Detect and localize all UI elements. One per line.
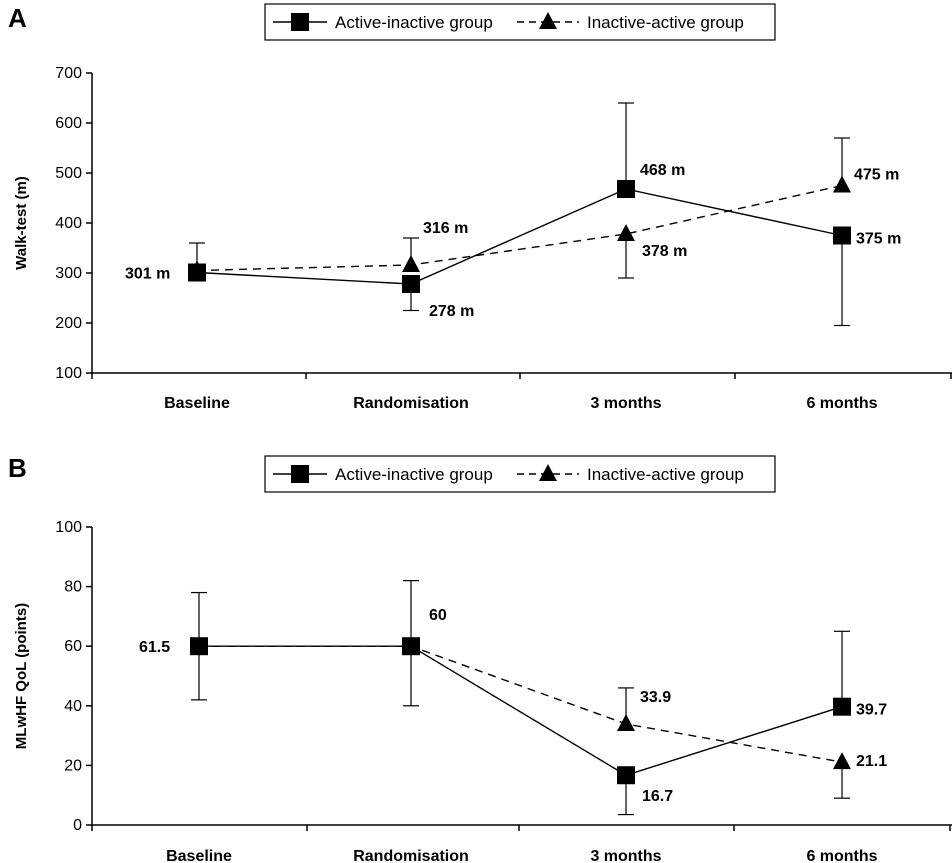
series-line-solid xyxy=(199,645,843,776)
x-tick-label: Baseline xyxy=(164,395,230,412)
y-tick-label: 700 xyxy=(55,65,82,82)
data-point-triangle xyxy=(617,713,635,731)
panel-b: B Active-inactive group Inactive-active gr… xyxy=(8,453,952,863)
data-point-triangle xyxy=(190,636,208,654)
legend-label: Inactive-active group xyxy=(587,13,744,32)
x-tick-label: 6 months xyxy=(806,395,877,412)
series-line-solid xyxy=(196,188,843,285)
legend-label: Inactive-active group xyxy=(587,465,744,484)
y-tick-label: 100 xyxy=(55,519,82,536)
legend-entry: Inactive-active group xyxy=(517,12,744,32)
y-tick-label: 400 xyxy=(55,215,82,232)
y-tick-label: 600 xyxy=(55,115,82,132)
data-label: 60 xyxy=(429,607,447,624)
series-0-marks: 61.5 60 16.7 39.7 xyxy=(139,607,887,805)
data-label: 301 m xyxy=(125,266,170,283)
data-label: 278 m xyxy=(429,303,474,320)
series-1-marks: 316 m 378 m 475 m xyxy=(188,167,899,278)
y-tick-label: 80 xyxy=(64,579,82,596)
data-point-triangle xyxy=(833,175,851,193)
legend: Active-inactive group Inactive-active gro… xyxy=(264,3,776,41)
data-point-square xyxy=(833,697,851,716)
series-0 xyxy=(196,102,850,327)
series-1-marks: 33.9 21.1 xyxy=(190,636,887,770)
y-axis-label: Walk-test (m) xyxy=(13,176,30,270)
data-point-triangle xyxy=(402,636,420,654)
data-label: 378 m xyxy=(642,243,687,260)
data-label: 375 m xyxy=(856,231,901,248)
legend-entry: Active-inactive group xyxy=(273,465,493,484)
series-0 xyxy=(191,580,850,816)
y-tick-label: 200 xyxy=(55,315,82,332)
data-label: 475 m xyxy=(854,167,899,184)
data-point-square xyxy=(617,766,635,785)
legend-marker-triangle xyxy=(539,12,557,29)
y-tick-label: 100 xyxy=(55,365,82,382)
data-label: 316 m xyxy=(423,220,468,237)
legend-marker-square xyxy=(291,13,309,31)
x-tick-label: 6 months xyxy=(806,848,877,863)
legend-label: Active-inactive group xyxy=(335,465,493,484)
y-tick-label: 300 xyxy=(55,265,82,282)
series-1 xyxy=(189,137,850,279)
data-point-square xyxy=(617,180,635,198)
data-point-triangle xyxy=(402,255,420,272)
legend: Active-inactive group Inactive-active gro… xyxy=(264,455,776,493)
x-tick-label: Randomisation xyxy=(353,395,469,412)
series-line-dashed xyxy=(199,645,843,763)
x-tick-label: 3 months xyxy=(590,848,661,863)
legend-label: Active-inactive group xyxy=(335,13,493,32)
y-tick-label: 40 xyxy=(64,698,82,715)
x-tick-label: 3 months xyxy=(590,395,661,412)
panel-letter: A xyxy=(8,3,27,33)
data-point-triangle xyxy=(188,260,206,278)
data-label: 33.9 xyxy=(640,689,671,706)
x-tick-label: Randomisation xyxy=(353,848,469,863)
data-label: 61.5 xyxy=(139,639,170,656)
data-label: 16.7 xyxy=(642,788,673,805)
data-point-triangle xyxy=(833,752,851,770)
legend-entry: Active-inactive group xyxy=(273,13,493,32)
series-line-dashed xyxy=(196,184,843,272)
y-tick-label: 0 xyxy=(73,817,82,834)
x-tick-label: Baseline xyxy=(166,848,232,863)
data-point-square xyxy=(402,275,420,293)
y-tick-label: 60 xyxy=(64,638,82,655)
series-0-marks: 301 m 278 m 468 m 375 m xyxy=(125,162,901,320)
panel-a: A Active-inactive group Inactive-active gr… xyxy=(8,3,952,412)
y-tick-label: 20 xyxy=(64,757,82,774)
panel-letter: B xyxy=(8,453,27,483)
data-point-triangle xyxy=(617,224,635,241)
data-point-square xyxy=(833,226,851,245)
data-label: 39.7 xyxy=(856,702,887,719)
data-label: 21.1 xyxy=(856,753,887,770)
legend-marker-square xyxy=(291,465,309,483)
y-axis-label: MLwHF QoL (points) xyxy=(13,603,30,749)
legend-marker-triangle xyxy=(539,464,557,481)
data-label: 468 m xyxy=(640,162,685,179)
series-1 xyxy=(199,645,850,799)
y-tick-label: 500 xyxy=(55,165,82,182)
legend-entry: Inactive-active group xyxy=(517,464,744,484)
